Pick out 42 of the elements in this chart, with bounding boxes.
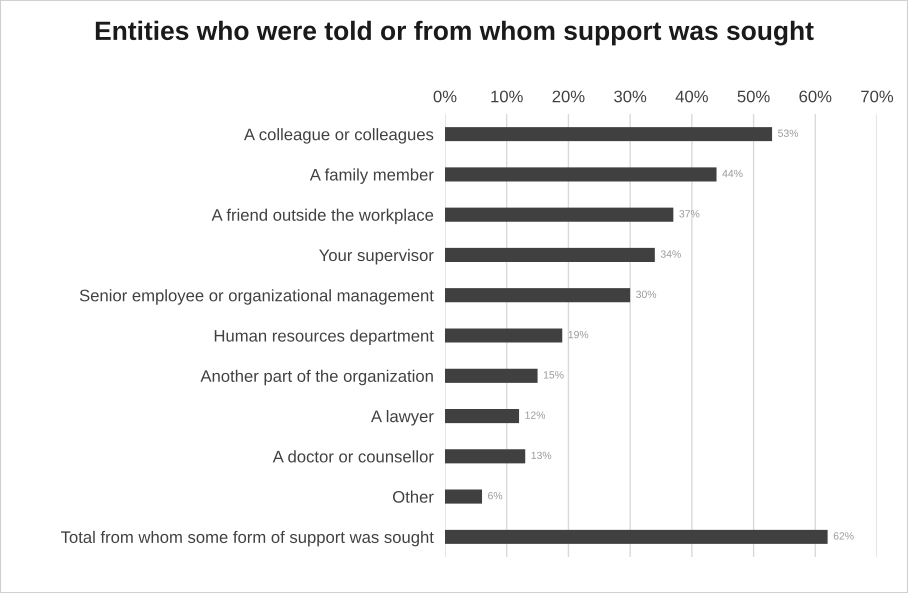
chart-title: Entities who were told or from whom support was sought (96, 20, 814, 46)
bar (445, 127, 772, 142)
x-tick-label: 20% (552, 90, 585, 102)
data-label: 37% (679, 210, 700, 218)
data-label: 6% (488, 492, 502, 500)
bar (445, 288, 630, 302)
x-tick-label: 50% (738, 90, 770, 102)
x-tick-label: 0% (434, 90, 456, 102)
bar (445, 248, 655, 262)
data-label: 53% (778, 130, 798, 137)
y-tick-label: A doctor or counsellor (272, 450, 434, 463)
y-tick-label: Human resources department (214, 329, 434, 345)
y-tick-label: A family member (310, 168, 434, 184)
bar (445, 490, 482, 504)
bar (445, 167, 717, 182)
y-tick-label: Total from whom some form of support was sought (61, 530, 434, 546)
y-tick-label: Another part of the organization (200, 370, 433, 386)
x-tick-label: 60% (799, 90, 832, 102)
y-tick-label: Other (393, 490, 434, 503)
x-tick-label: 30% (614, 90, 646, 102)
data-label: 13% (532, 452, 552, 460)
bar (445, 368, 538, 383)
y-tick-label: A colleague or colleagues (244, 128, 434, 144)
data-label: 44% (722, 170, 743, 178)
bar (445, 328, 562, 343)
data-label: 34% (660, 250, 681, 258)
x-tick-label: 10% (491, 90, 523, 102)
bar (445, 530, 828, 544)
bar (445, 409, 520, 424)
bar (445, 208, 674, 222)
data-label: 19% (568, 330, 588, 338)
y-tick-label: Your supervisor (319, 248, 434, 264)
data-label: 12% (525, 411, 546, 419)
x-tick-label: 40% (676, 90, 708, 102)
bar (445, 449, 526, 464)
data-label: 62% (834, 532, 854, 540)
data-label: 15% (544, 371, 564, 379)
y-tick-label: A lawyer (370, 410, 434, 426)
y-tick-label: A friend outside the workplace (212, 208, 434, 224)
data-label: 30% (636, 290, 656, 298)
x-tick-label: 70% (861, 90, 894, 102)
y-tick-label: Senior employee or organizational management (80, 289, 434, 305)
